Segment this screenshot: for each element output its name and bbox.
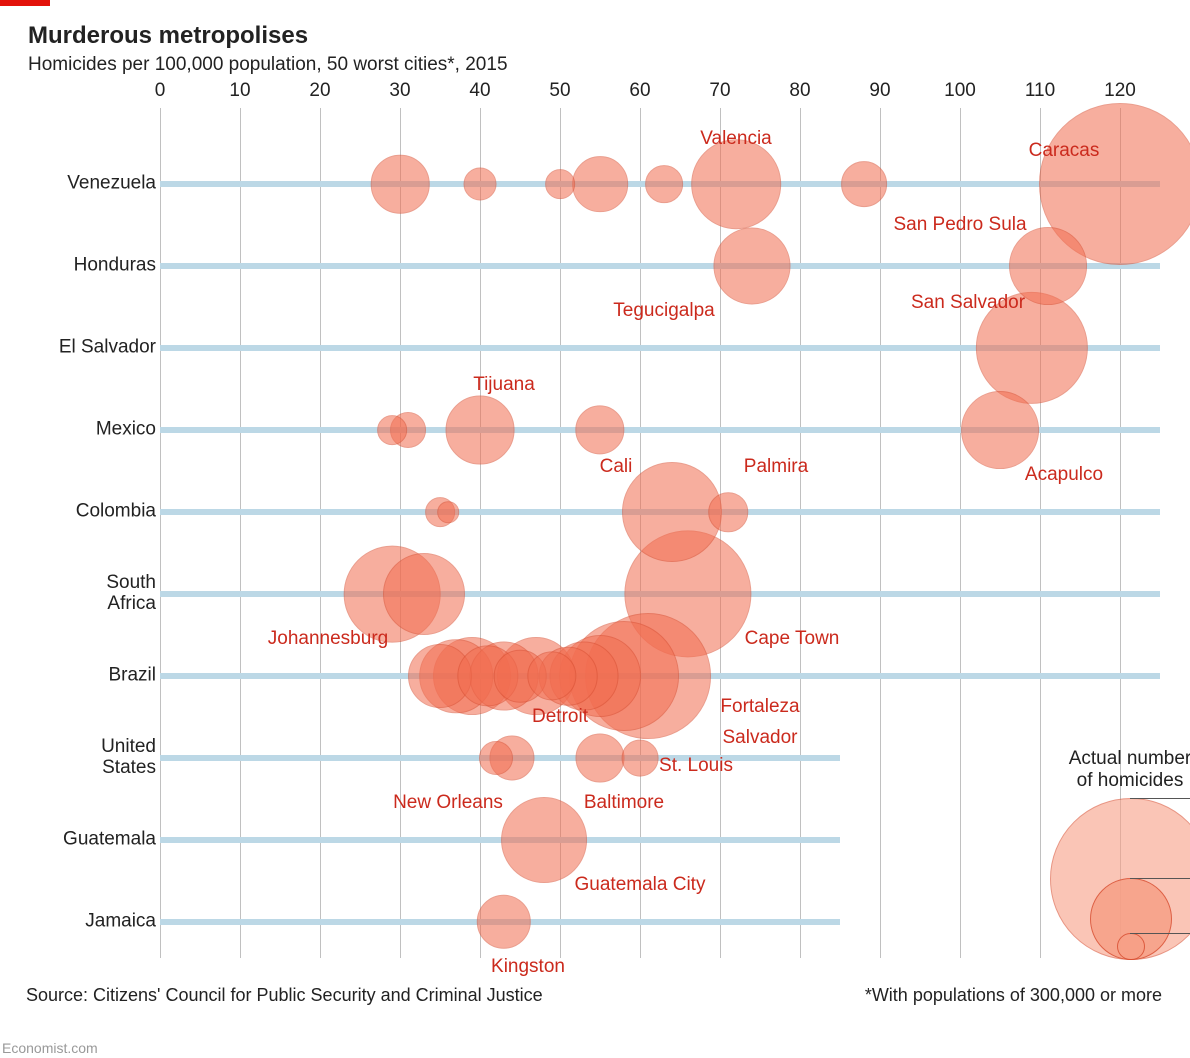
country-row-line: [160, 919, 840, 925]
gridline: [880, 108, 881, 958]
country-label: Brazil: [26, 666, 156, 687]
country-label: El Salvador: [26, 338, 156, 359]
city-label: Valencia: [700, 128, 771, 150]
legend-title: Actual numberof homicides: [1040, 748, 1190, 792]
legend-leader: [1130, 878, 1190, 879]
chart-subtitle: Homicides per 100,000 population, 50 wor…: [28, 54, 508, 76]
legend-circle: [1117, 933, 1144, 960]
gridline: [400, 108, 401, 958]
x-tick-label: 0: [155, 80, 166, 102]
chart-wrap: Murderous metropolises Homicides per 100…: [20, 10, 1170, 1020]
x-tick-label: 90: [869, 80, 890, 102]
city-label: Kingston: [491, 956, 565, 978]
x-tick-label: 110: [1025, 80, 1055, 102]
country-label: Colombia: [26, 502, 156, 523]
country-row-line: [160, 263, 1160, 269]
x-tick-label: 20: [309, 80, 330, 102]
country-row-line: [160, 755, 840, 761]
country-label: UnitedStates: [26, 737, 156, 779]
country-row-line: [160, 181, 1160, 187]
country-label: Mexico: [26, 420, 156, 441]
legend-leader: [1130, 798, 1190, 799]
x-tick-label: 80: [789, 80, 810, 102]
x-tick-label: 100: [944, 80, 976, 102]
country-row-line: [160, 427, 1160, 433]
country-row-line: [160, 345, 1160, 351]
city-label: Salvador: [723, 727, 798, 749]
city-label: Guatemala City: [575, 874, 706, 896]
x-tick-label: 10: [229, 80, 250, 102]
city-label: Acapulco: [1025, 464, 1103, 486]
country-row-line: [160, 837, 840, 843]
gridline: [800, 108, 801, 958]
chart-container: Murderous metropolises Homicides per 100…: [0, 0, 1190, 1058]
country-label: Honduras: [26, 256, 156, 277]
country-row-line: [160, 509, 1160, 515]
x-tick-label: 70: [709, 80, 730, 102]
city-label: Caracas: [1029, 140, 1100, 162]
gridline: [560, 108, 561, 958]
gridline: [720, 108, 721, 958]
x-tick-label: 50: [549, 80, 570, 102]
city-label: Tegucigalpa: [613, 300, 714, 322]
x-tick-label: 30: [389, 80, 410, 102]
gridline: [240, 108, 241, 958]
city-label: Detroit: [532, 706, 588, 728]
source-text: Source: Citizens' Council for Public Sec…: [26, 985, 543, 1006]
city-label: Cape Town: [745, 628, 840, 650]
x-tick-label: 60: [629, 80, 650, 102]
gridline: [160, 108, 161, 958]
city-label: Johannesburg: [268, 628, 388, 650]
country-row-line: [160, 673, 1160, 679]
city-label: San Salvador: [911, 292, 1025, 314]
x-tick-label: 40: [469, 80, 490, 102]
x-tick-label: 120: [1104, 80, 1136, 102]
footnote-text: *With populations of 300,000 or more: [865, 985, 1162, 1006]
plot-area: 0102030405060708090100110120VenezuelaHon…: [160, 108, 1160, 958]
top-red-accent: [0, 0, 50, 6]
country-label: Venezuela: [26, 174, 156, 195]
city-label: St. Louis: [659, 755, 733, 777]
country-row-line: [160, 591, 1160, 597]
country-label: Jamaica: [26, 912, 156, 933]
gridline: [1040, 108, 1041, 958]
chart-title: Murderous metropolises: [28, 22, 308, 50]
city-label: Cali: [600, 456, 633, 478]
city-label: Fortaleza: [720, 696, 799, 718]
city-label: Baltimore: [584, 792, 664, 814]
gridline: [480, 108, 481, 958]
city-label: San Pedro Sula: [893, 214, 1026, 236]
watermark: Economist.com: [2, 1040, 98, 1056]
country-label: SouthAfrica: [26, 573, 156, 615]
gridline: [320, 108, 321, 958]
city-label: New Orleans: [393, 792, 503, 814]
city-label: Tijuana: [473, 374, 535, 396]
gridline: [640, 108, 641, 958]
city-label: Palmira: [744, 456, 808, 478]
legend-leader: [1130, 933, 1190, 934]
country-label: Guatemala: [26, 830, 156, 851]
